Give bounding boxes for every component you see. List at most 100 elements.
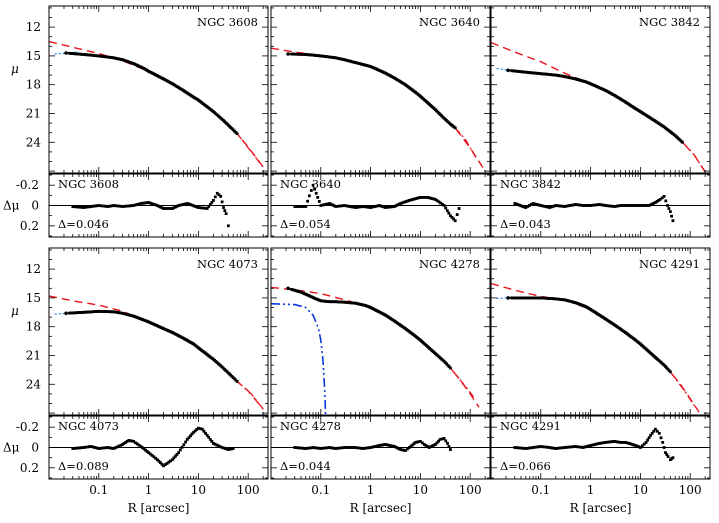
residual-point xyxy=(427,196,431,200)
residual-point xyxy=(602,203,606,207)
residual-point xyxy=(404,200,408,203)
x-tick-label: 0.1 xyxy=(89,483,108,497)
residual-point xyxy=(367,205,371,209)
residual-point xyxy=(640,444,644,448)
residual-point xyxy=(174,454,177,458)
residual-point xyxy=(177,204,180,207)
residual-point xyxy=(293,446,297,449)
panel-ngc-3640: NGC 3640 NGC 3640 Δ=0.054 xyxy=(270,5,491,238)
residual-point xyxy=(193,429,197,433)
residual-point xyxy=(313,446,316,450)
residual-point xyxy=(374,444,378,448)
residual-point xyxy=(519,204,523,208)
residual-point xyxy=(537,445,541,449)
residual-point xyxy=(326,446,330,450)
residual-point xyxy=(453,219,457,223)
data-point xyxy=(235,132,239,135)
residual-point xyxy=(524,206,528,209)
residual-point xyxy=(119,443,123,447)
residual-point xyxy=(152,455,156,459)
residual-point xyxy=(434,198,437,201)
residual-point xyxy=(579,445,583,449)
residual-point xyxy=(629,204,633,207)
residual-point xyxy=(134,441,137,445)
residual-point xyxy=(609,204,613,208)
residual-point xyxy=(592,443,596,447)
sersic-fit-curve xyxy=(271,47,486,172)
residual-point xyxy=(162,207,165,210)
residual-point xyxy=(354,446,357,449)
x-tick-label: 100 xyxy=(237,483,260,497)
residual-point xyxy=(602,441,606,445)
residual-point xyxy=(84,205,87,209)
residual-point xyxy=(197,206,200,209)
residual-point xyxy=(204,431,207,435)
residual-point xyxy=(379,443,383,447)
residual-point xyxy=(382,205,386,209)
residual-point xyxy=(397,447,401,451)
residual-point xyxy=(304,205,308,208)
residual-point xyxy=(667,207,671,210)
y-tick-label: -0.2 xyxy=(16,178,39,192)
residual-point xyxy=(529,203,533,206)
residual-point xyxy=(125,440,129,443)
residual-point xyxy=(189,434,192,438)
residual-point xyxy=(195,205,199,209)
data-point xyxy=(64,51,68,55)
residual-point xyxy=(141,446,144,450)
residual-point xyxy=(326,202,330,206)
residual-point xyxy=(581,204,585,207)
residual-point xyxy=(225,447,229,451)
sersic-fit-curve xyxy=(49,40,264,168)
residual-point xyxy=(341,204,345,208)
residual-point xyxy=(513,446,517,449)
residual-point xyxy=(230,447,233,451)
residual-point xyxy=(429,445,433,449)
residual-point xyxy=(197,426,200,430)
residual-point xyxy=(349,446,353,449)
residual-point xyxy=(184,202,187,206)
residual-point xyxy=(528,204,531,207)
residual-point xyxy=(210,201,214,204)
residual-point xyxy=(370,205,374,209)
data-point xyxy=(506,296,510,300)
residual-point xyxy=(82,206,86,209)
residual-point xyxy=(334,447,338,450)
residual-point xyxy=(376,444,379,448)
residual-point xyxy=(139,445,143,448)
residual-point xyxy=(343,446,346,449)
residual-point xyxy=(148,452,152,456)
residual-point xyxy=(298,446,301,450)
data-point xyxy=(669,370,672,374)
residual-point xyxy=(294,446,298,449)
residual-point xyxy=(616,204,619,208)
residual-point xyxy=(122,205,126,208)
y-tick-label: -0.2 xyxy=(16,420,39,434)
residual-point xyxy=(165,462,169,465)
residual-point xyxy=(97,204,101,207)
residual-point xyxy=(642,204,646,207)
residual-point xyxy=(556,446,559,450)
galaxy-name-label: NGC 4073 xyxy=(197,257,258,271)
residual-point xyxy=(552,204,556,208)
residual-point xyxy=(148,201,152,205)
residual-point xyxy=(552,446,556,450)
residual-point xyxy=(654,201,657,204)
residual-point xyxy=(400,201,404,205)
residual-point xyxy=(208,438,212,441)
residual-point xyxy=(563,205,566,208)
residual-point xyxy=(604,441,607,444)
residual-point xyxy=(207,435,211,439)
profile-line xyxy=(66,52,238,134)
main-plot-frame xyxy=(490,5,711,174)
residual-point xyxy=(372,205,376,209)
residual-point xyxy=(84,445,87,449)
residual-point xyxy=(219,195,223,198)
residual-point xyxy=(655,429,659,433)
main-plot-frame xyxy=(270,5,491,174)
residual-point xyxy=(551,446,555,450)
residual-point xyxy=(412,197,416,201)
residual-point xyxy=(427,446,431,449)
residual-point xyxy=(317,200,321,203)
residual-point xyxy=(369,206,372,209)
